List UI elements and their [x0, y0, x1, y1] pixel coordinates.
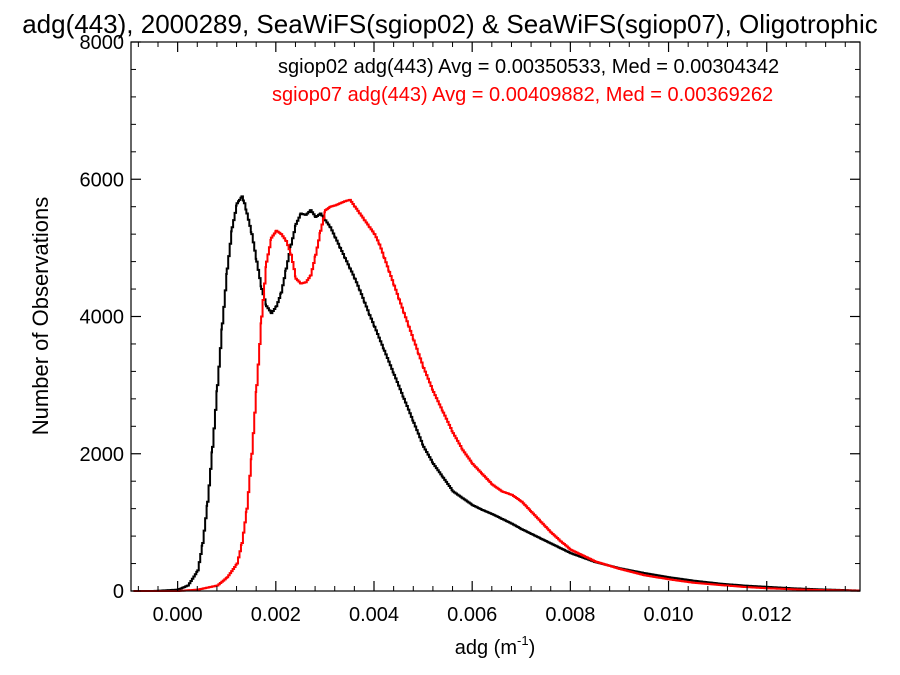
plot-series-layer [133, 195, 861, 592]
x-tick-label: 0.008 [545, 604, 595, 626]
y-tick-label: 4000 [80, 307, 125, 329]
x-tick-label: 0.004 [349, 604, 399, 626]
x-tick-label: 0.012 [742, 604, 792, 626]
x-tick-label: 0.010 [644, 604, 694, 626]
y-tick-label: 2000 [80, 444, 125, 466]
series-line-sgiop02 [133, 195, 861, 592]
y-tick-label: 8000 [80, 32, 125, 54]
series-line-sgiop07 [133, 198, 861, 592]
x-axis-label-text: adg (m [455, 637, 517, 659]
x-tick-label: 0.000 [153, 604, 203, 626]
x-tick-label: 0.006 [447, 604, 497, 626]
x-tick-label: 0.002 [251, 604, 301, 626]
x-axis-label-unit-exponent: -1 [517, 633, 529, 648]
annotation-sgiop02: sgiop02 adg(443) Avg = 0.00350533, Med =… [278, 56, 779, 78]
axis-ticks-layer: 0.000 0.002 0.004 0.006 0.008 0.010 0.012 0 2000… [80, 32, 860, 626]
y-tick-label: 0 [113, 581, 124, 603]
x-axis-label: adg (m-1) [455, 633, 535, 659]
annotation-sgiop07: sgiop07 adg(443) Avg = 0.00409882, Med =… [272, 84, 773, 106]
x-axis-label-close: ) [529, 637, 536, 659]
y-axis-label: Number of Observations [28, 197, 53, 435]
y-tick-label: 6000 [80, 169, 125, 191]
chart-title: adg(443), 2000289, SeaWiFS(sgiop02) & Se… [22, 9, 878, 39]
